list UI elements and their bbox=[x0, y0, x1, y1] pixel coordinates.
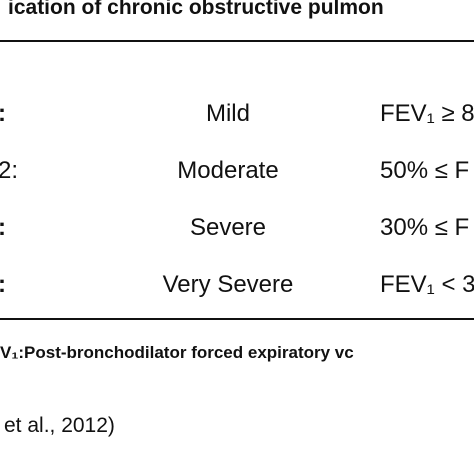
citation: et al., 2012) bbox=[4, 414, 115, 437]
severity: Mild bbox=[205, 100, 250, 127]
title: ication of chronic obstructive pulmon bbox=[8, 0, 384, 19]
footnote: V₁:Post-bronchodilator forced expiratory… bbox=[0, 343, 354, 362]
row-label: : bbox=[0, 271, 6, 299]
top-rule bbox=[0, 40, 474, 42]
severity: Severe bbox=[189, 214, 267, 241]
criterion: FEV₁ ≥ 8 bbox=[380, 100, 474, 127]
row-label: : bbox=[0, 100, 6, 128]
severity: Very Severe bbox=[162, 271, 294, 298]
row-label: : bbox=[0, 214, 6, 242]
criterion: 50% ≤ F bbox=[380, 157, 470, 184]
severity: Moderate bbox=[177, 157, 279, 184]
row-label: 2: bbox=[0, 157, 19, 184]
bottom-rule bbox=[0, 318, 474, 320]
criterion: 30% ≤ F bbox=[380, 214, 470, 241]
criterion: FEV₁ < 3 bbox=[380, 271, 474, 298]
